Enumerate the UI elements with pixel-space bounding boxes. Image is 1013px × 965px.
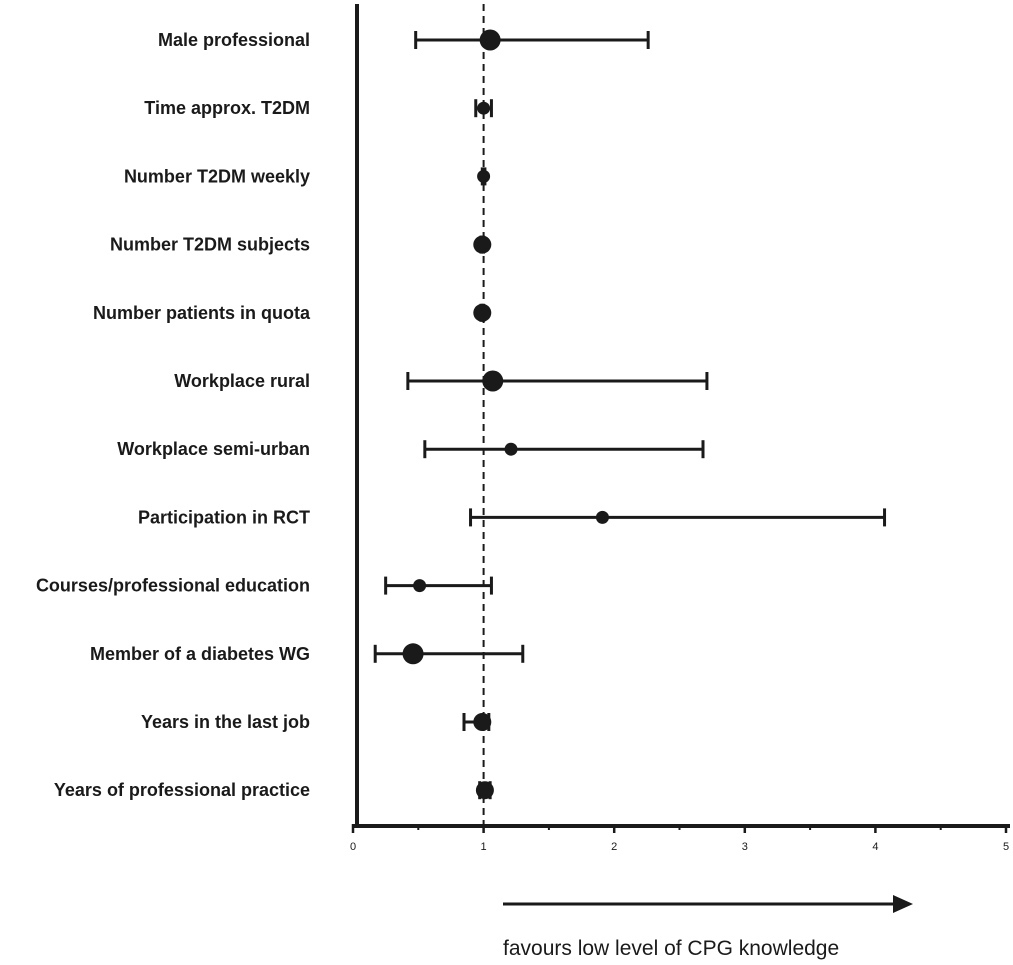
category-label: Courses/professional education <box>36 576 310 596</box>
point-estimate <box>473 235 492 254</box>
category-label: Participation in RCT <box>138 507 310 527</box>
forest-row: Workplace semi-urban <box>117 439 705 459</box>
forest-row: Number T2DM weekly <box>124 166 491 186</box>
point-estimate <box>477 169 491 183</box>
arrow-head <box>893 895 913 913</box>
forest-row: Number patients in quota <box>93 303 492 323</box>
point-estimate <box>477 101 491 115</box>
point-estimate <box>595 510 609 524</box>
category-label: Workplace rural <box>174 371 310 391</box>
forest-row: Workplace rural <box>174 370 709 392</box>
x-axis-ticks: 0 1 2 3 4 5 <box>350 824 1009 853</box>
point-estimate <box>473 713 492 731</box>
forest-rows: Male professional Time approx. T2DM Number… <box>36 29 887 800</box>
category-label: Workplace semi-urban <box>117 439 310 459</box>
forest-row: Member of a diabetes WG <box>90 643 525 665</box>
forest-row: Courses/professional education <box>36 576 493 596</box>
x-tick-label: 1 <box>481 841 487 853</box>
point-estimate <box>402 643 424 665</box>
category-label: Member of a diabetes WG <box>90 644 310 664</box>
forest-row: Years of professional practice <box>54 780 494 800</box>
x-tick-label: 2 <box>611 841 617 853</box>
forest-row: Time approx. T2DM <box>144 98 493 118</box>
forest-row: Participation in RCT <box>138 507 887 527</box>
point-estimate <box>504 442 518 456</box>
x-tick-label: 0 <box>350 841 356 853</box>
point-estimate <box>413 579 427 593</box>
x-tick-label: 5 <box>1003 841 1009 853</box>
favours-arrow <box>503 895 913 913</box>
point-estimate <box>475 781 494 800</box>
forest-row: Male professional <box>158 29 650 51</box>
point-estimate <box>479 29 501 51</box>
category-label: Years in the last job <box>141 712 310 732</box>
category-label: Number T2DM subjects <box>110 235 310 255</box>
category-label: Time approx. T2DM <box>144 98 310 118</box>
forest-row: Years in the last job <box>141 712 492 732</box>
category-label: Male professional <box>158 30 310 50</box>
point-estimate <box>482 370 504 392</box>
category-label: Years of professional practice <box>54 780 310 800</box>
x-tick-label: 4 <box>872 841 878 853</box>
category-label: Number patients in quota <box>93 303 311 323</box>
x-tick-label: 3 <box>742 841 748 853</box>
point-estimate <box>473 303 492 322</box>
category-label: Number T2DM weekly <box>124 166 310 186</box>
forest-row: Number T2DM subjects <box>110 235 492 255</box>
favours-annotation: favours low level of CPG knowledge <box>503 937 839 960</box>
